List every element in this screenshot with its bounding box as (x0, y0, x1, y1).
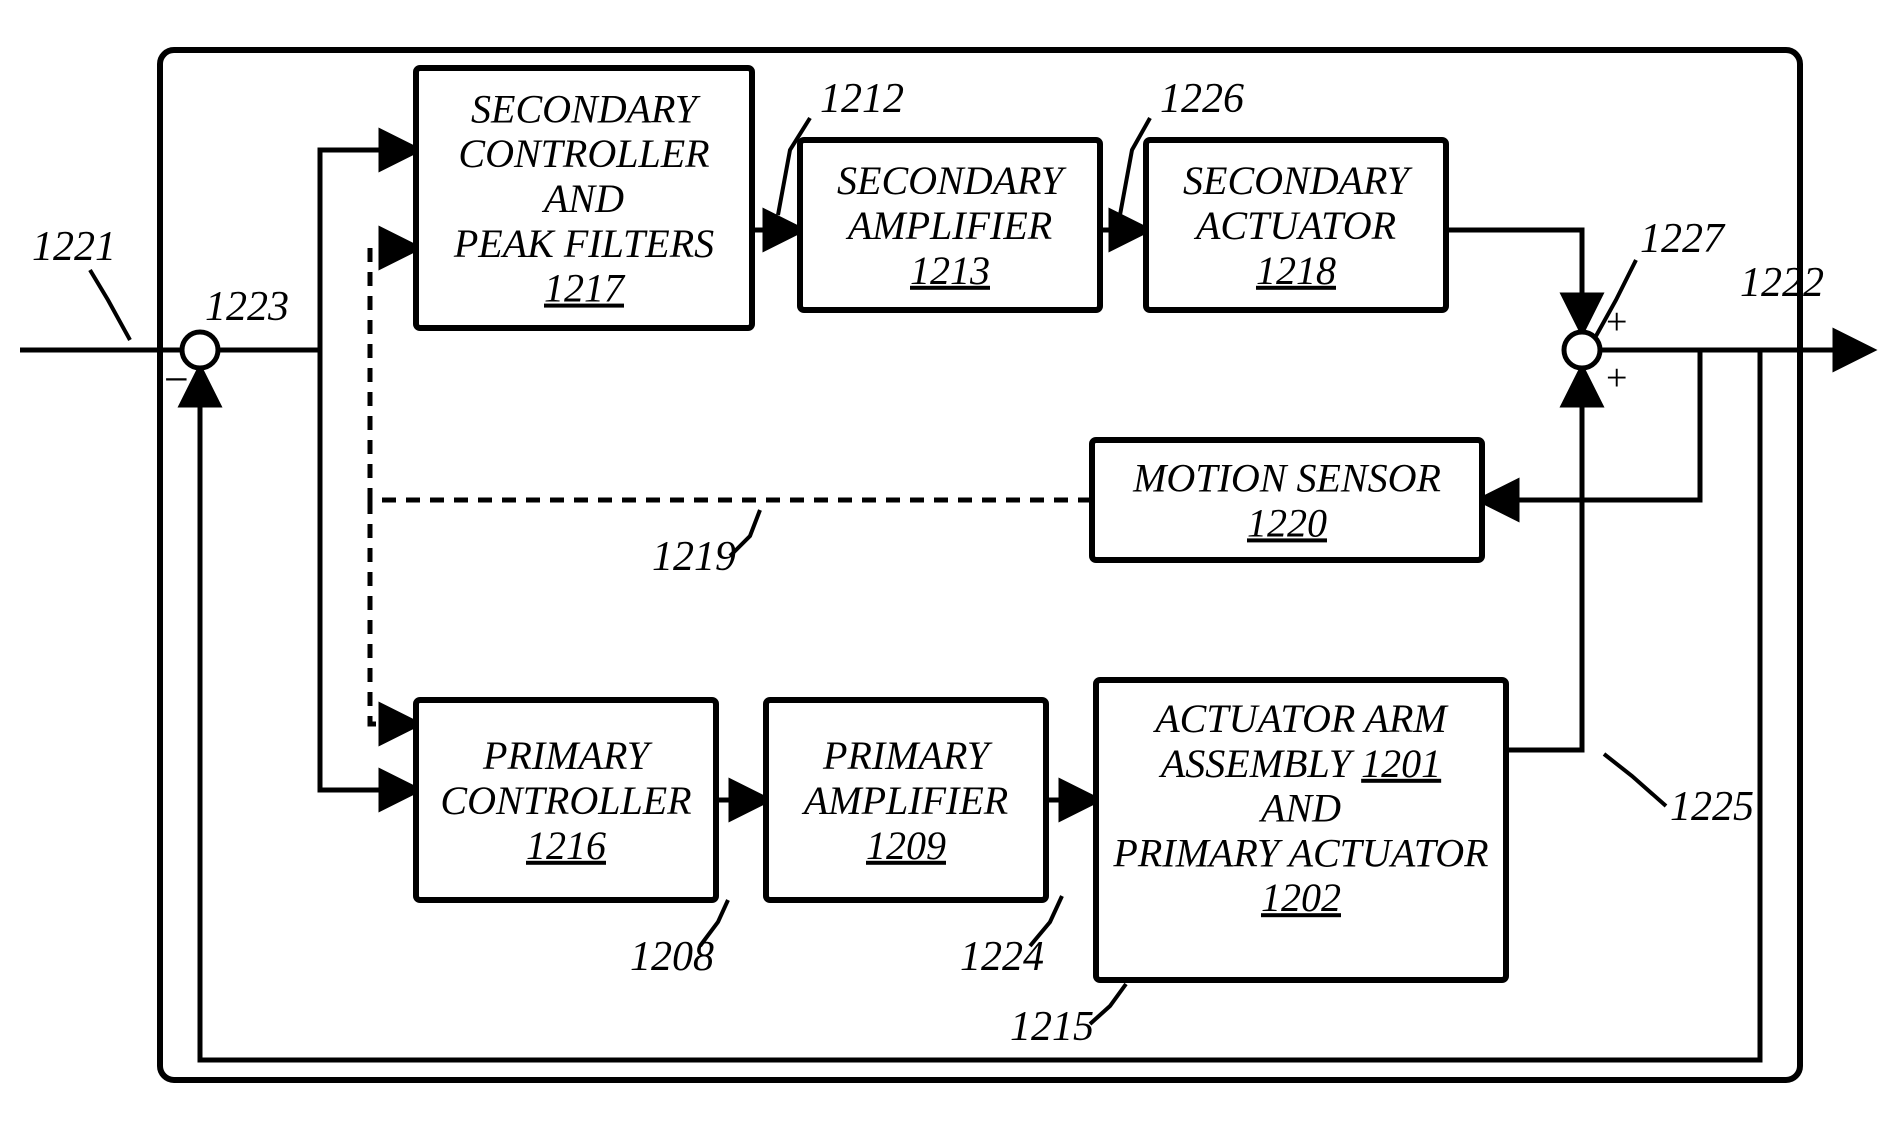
callout-c1227: 1227 (1640, 216, 1726, 262)
block-motion-line-0: MOTION SENSOR (1132, 456, 1441, 501)
block-pri_ctrl-num: 1216 (526, 823, 606, 868)
block-pri_ctrl-line-0: PRIMARY (482, 733, 653, 778)
block-sec_ctrl-num: 1217 (544, 266, 626, 311)
block-sec_ctrl: SECONDARYCONTROLLERANDPEAK FILTERS1217 (416, 68, 752, 328)
block-sec_amp-line-1: AMPLIFIER (845, 203, 1052, 248)
callout-c1224: 1224 (960, 934, 1044, 980)
callout-c1221-leader (90, 270, 130, 340)
callout-c1215-leader (1090, 984, 1126, 1024)
block-sec_act-num: 1218 (1256, 248, 1336, 293)
edge-motion_to_ctrl_2 (370, 500, 416, 724)
callout-c1224-leader (1030, 896, 1062, 946)
callout-c1219-leader (730, 510, 760, 556)
edge-arm_to_sum (1506, 370, 1582, 750)
block-arm-num: 1202 (1261, 875, 1341, 920)
block-sec_amp: SECONDARYAMPLIFIER1213 (800, 140, 1100, 310)
block-sec_act: SECONDARYACTUATOR1218 (1146, 140, 1446, 310)
block-pri_ctrl-line-1: CONTROLLER (440, 778, 691, 823)
block-pri_amp-line-1: AMPLIFIER (801, 778, 1008, 823)
callout-c1215: 1215 (1010, 1004, 1094, 1050)
callout-c1225: 1225 (1670, 784, 1754, 830)
block-sec_ctrl-line-1: CONTROLLER (458, 131, 709, 176)
callout-c1223: 1223 (205, 284, 289, 330)
block-arm-line-1: ASSEMBLY 1201 (1158, 741, 1441, 786)
block-pri_ctrl: PRIMARYCONTROLLER1216 (416, 700, 716, 900)
block-arm-line-0: ACTUATOR ARM (1152, 696, 1449, 741)
minus-sign: − (164, 355, 189, 404)
block-arm: ACTUATOR ARMASSEMBLY 1201ANDPRIMARY ACTU… (1096, 680, 1506, 980)
callout-c1222: 1222 (1740, 260, 1824, 306)
block-pri_amp: PRIMARYAMPLIFIER1209 (766, 700, 1046, 900)
callout-c1219: 1219 (652, 534, 736, 580)
plus-sign-bottom: + (1606, 357, 1627, 399)
block-pri_amp-num: 1209 (866, 823, 946, 868)
callout-c1208-leader (700, 900, 728, 946)
block-pri_amp-line-0: PRIMARY (822, 733, 993, 778)
callout-c1226: 1226 (1160, 76, 1244, 122)
block-arm-line-2: AND (1258, 786, 1341, 831)
summing-junction-output (1564, 332, 1600, 368)
edge-out_to_motion (1482, 350, 1700, 500)
block-sec_amp-num: 1213 (910, 248, 990, 293)
block-sec_ctrl-line-0: SECONDARY (471, 86, 701, 131)
edge-secact_to_sum (1446, 230, 1582, 330)
callout-c1212: 1212 (820, 76, 904, 122)
block-sec_act-line-1: ACTUATOR (1193, 203, 1396, 248)
block-arm-line-3: PRIMARY ACTUATOR (1112, 830, 1488, 875)
block-sec_ctrl-line-2: AND (541, 176, 624, 221)
block-sec_act-line-0: SECONDARY (1183, 158, 1413, 203)
block-sec_amp-line-0: SECONDARY (837, 158, 1067, 203)
callout-c1221: 1221 (32, 224, 116, 270)
plus-sign-top: + (1606, 301, 1627, 343)
block-motion-num: 1220 (1247, 500, 1327, 545)
block-sec_ctrl-line-3: PEAK FILTERS (453, 221, 714, 266)
callout-c1225-leader (1604, 754, 1666, 806)
block-motion: MOTION SENSOR1220 (1092, 440, 1482, 560)
